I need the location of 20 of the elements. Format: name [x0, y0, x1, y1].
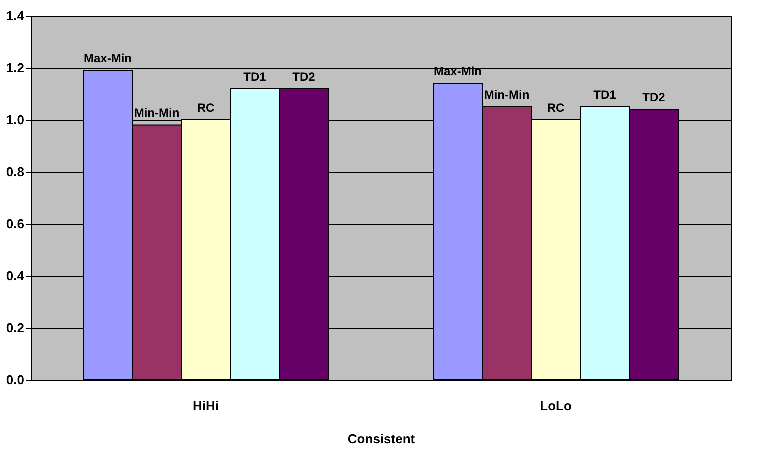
x-tick-label: HiHi [193, 398, 219, 414]
series-label: RC [197, 101, 215, 115]
text: Min-Min [484, 88, 530, 102]
x-tick-label: LoLo [540, 398, 572, 414]
text: TD2 [642, 90, 666, 105]
y-tick-label: 0.8 [6, 164, 24, 180]
text: TD1 [594, 88, 616, 102]
x-axis-title: Consistent [348, 432, 416, 446]
series-label: Min-Min [134, 106, 180, 120]
series-label: TD1 [244, 70, 267, 84]
y-tick-label: 0.0 [6, 372, 24, 388]
y-tick-label: 0.2 [6, 320, 24, 336]
y-tick-label: 1.4 [6, 8, 26, 24]
series-label: Max-Min [84, 52, 132, 66]
series-label: TD2 [292, 70, 316, 84]
y-tick-label: 0.4 [6, 268, 26, 284]
y-tick-label: 0.6 [6, 216, 24, 232]
y-tick-label: 1.2 [6, 60, 24, 76]
text: RC [547, 101, 565, 115]
y-tick-label: 1.0 [6, 112, 24, 128]
